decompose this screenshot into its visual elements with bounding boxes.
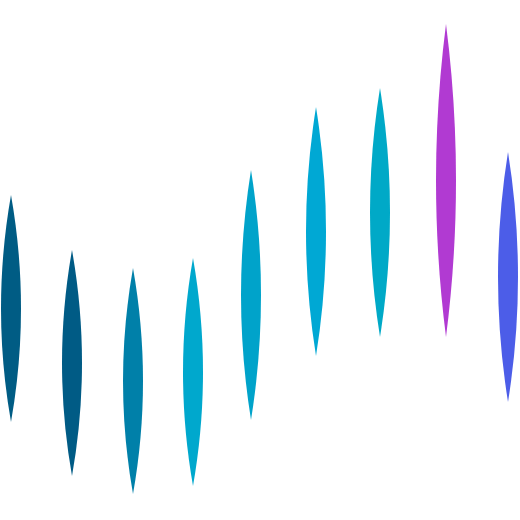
wave-bar-1 bbox=[1, 195, 21, 422]
wave-bar-4 bbox=[183, 258, 203, 486]
wave-bar-7 bbox=[370, 88, 390, 337]
wave-bar-9 bbox=[498, 152, 518, 402]
wave-bar-6 bbox=[306, 107, 326, 356]
wave-bar-8 bbox=[436, 24, 456, 337]
wave-bar-3 bbox=[123, 268, 143, 494]
wave-bar-5 bbox=[241, 170, 261, 420]
bar-group bbox=[1, 24, 518, 494]
wave-bar-2 bbox=[62, 250, 82, 476]
